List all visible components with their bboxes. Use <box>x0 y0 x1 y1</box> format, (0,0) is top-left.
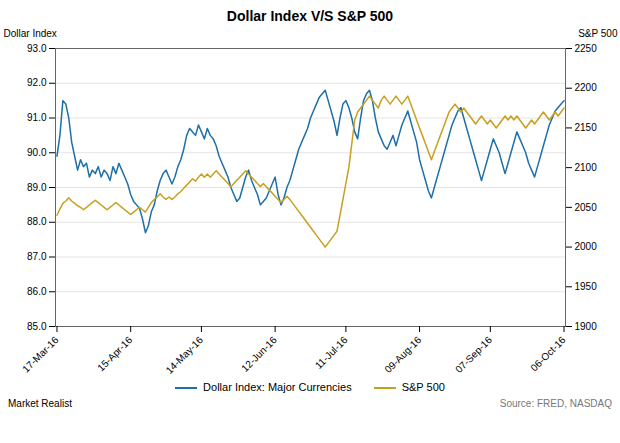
html-text:Source: FRED, NASDAQ: Source: FRED, NASDAQ <box>499 398 612 409</box>
svg-text:09-Aug-16: 09-Aug-16 <box>382 334 423 375</box>
svg-text:2200: 2200 <box>575 82 598 93</box>
svg-text:06-Oct-16: 06-Oct-16 <box>528 334 568 374</box>
svg-text:2050: 2050 <box>575 202 598 213</box>
svg-text:90.0: 90.0 <box>27 147 47 158</box>
svg-text:Dollar Index: Dollar Index <box>4 28 57 39</box>
svg-text:93.0: 93.0 <box>27 43 47 54</box>
html-text:Dollar Index V/S S&P 500: Dollar Index V/S S&P 500 <box>226 8 394 24</box>
svg-text:11-Jul-16: 11-Jul-16 <box>313 334 350 371</box>
html-text:S&P 500: S&P 500 <box>401 381 445 393</box>
svg-text:92.0: 92.0 <box>27 77 47 88</box>
svg-text:87.0: 87.0 <box>27 251 47 262</box>
svg-text:91.0: 91.0 <box>27 112 47 123</box>
svg-text:2100: 2100 <box>575 162 598 173</box>
svg-text:2250: 2250 <box>575 43 598 54</box>
svg-text:14-May-16: 14-May-16 <box>164 334 206 376</box>
svg-text:86.0: 86.0 <box>27 286 47 297</box>
svg-text:2150: 2150 <box>575 122 598 133</box>
svg-text:88.0: 88.0 <box>27 216 47 227</box>
svg-text:07-Sep-16: 07-Sep-16 <box>453 334 494 375</box>
svg-text:1900: 1900 <box>575 321 598 332</box>
svg-text:15-Apr-16: 15-Apr-16 <box>95 334 135 374</box>
svg-text:2000: 2000 <box>575 241 598 252</box>
svg-text:S&P 500: S&P 500 <box>578 28 618 39</box>
svg-text:85.0: 85.0 <box>27 321 47 332</box>
html-text:Market Realist: Market Realist <box>8 398 72 409</box>
svg-text:17-Mar-16: 17-Mar-16 <box>20 334 61 375</box>
html-text:Dollar Index: Major Currencies: Dollar Index: Major Currencies <box>203 381 352 393</box>
svg-text:12-Jun-16: 12-Jun-16 <box>239 334 279 374</box>
svg-text:89.0: 89.0 <box>27 182 47 193</box>
svg-text:1950: 1950 <box>575 281 598 292</box>
